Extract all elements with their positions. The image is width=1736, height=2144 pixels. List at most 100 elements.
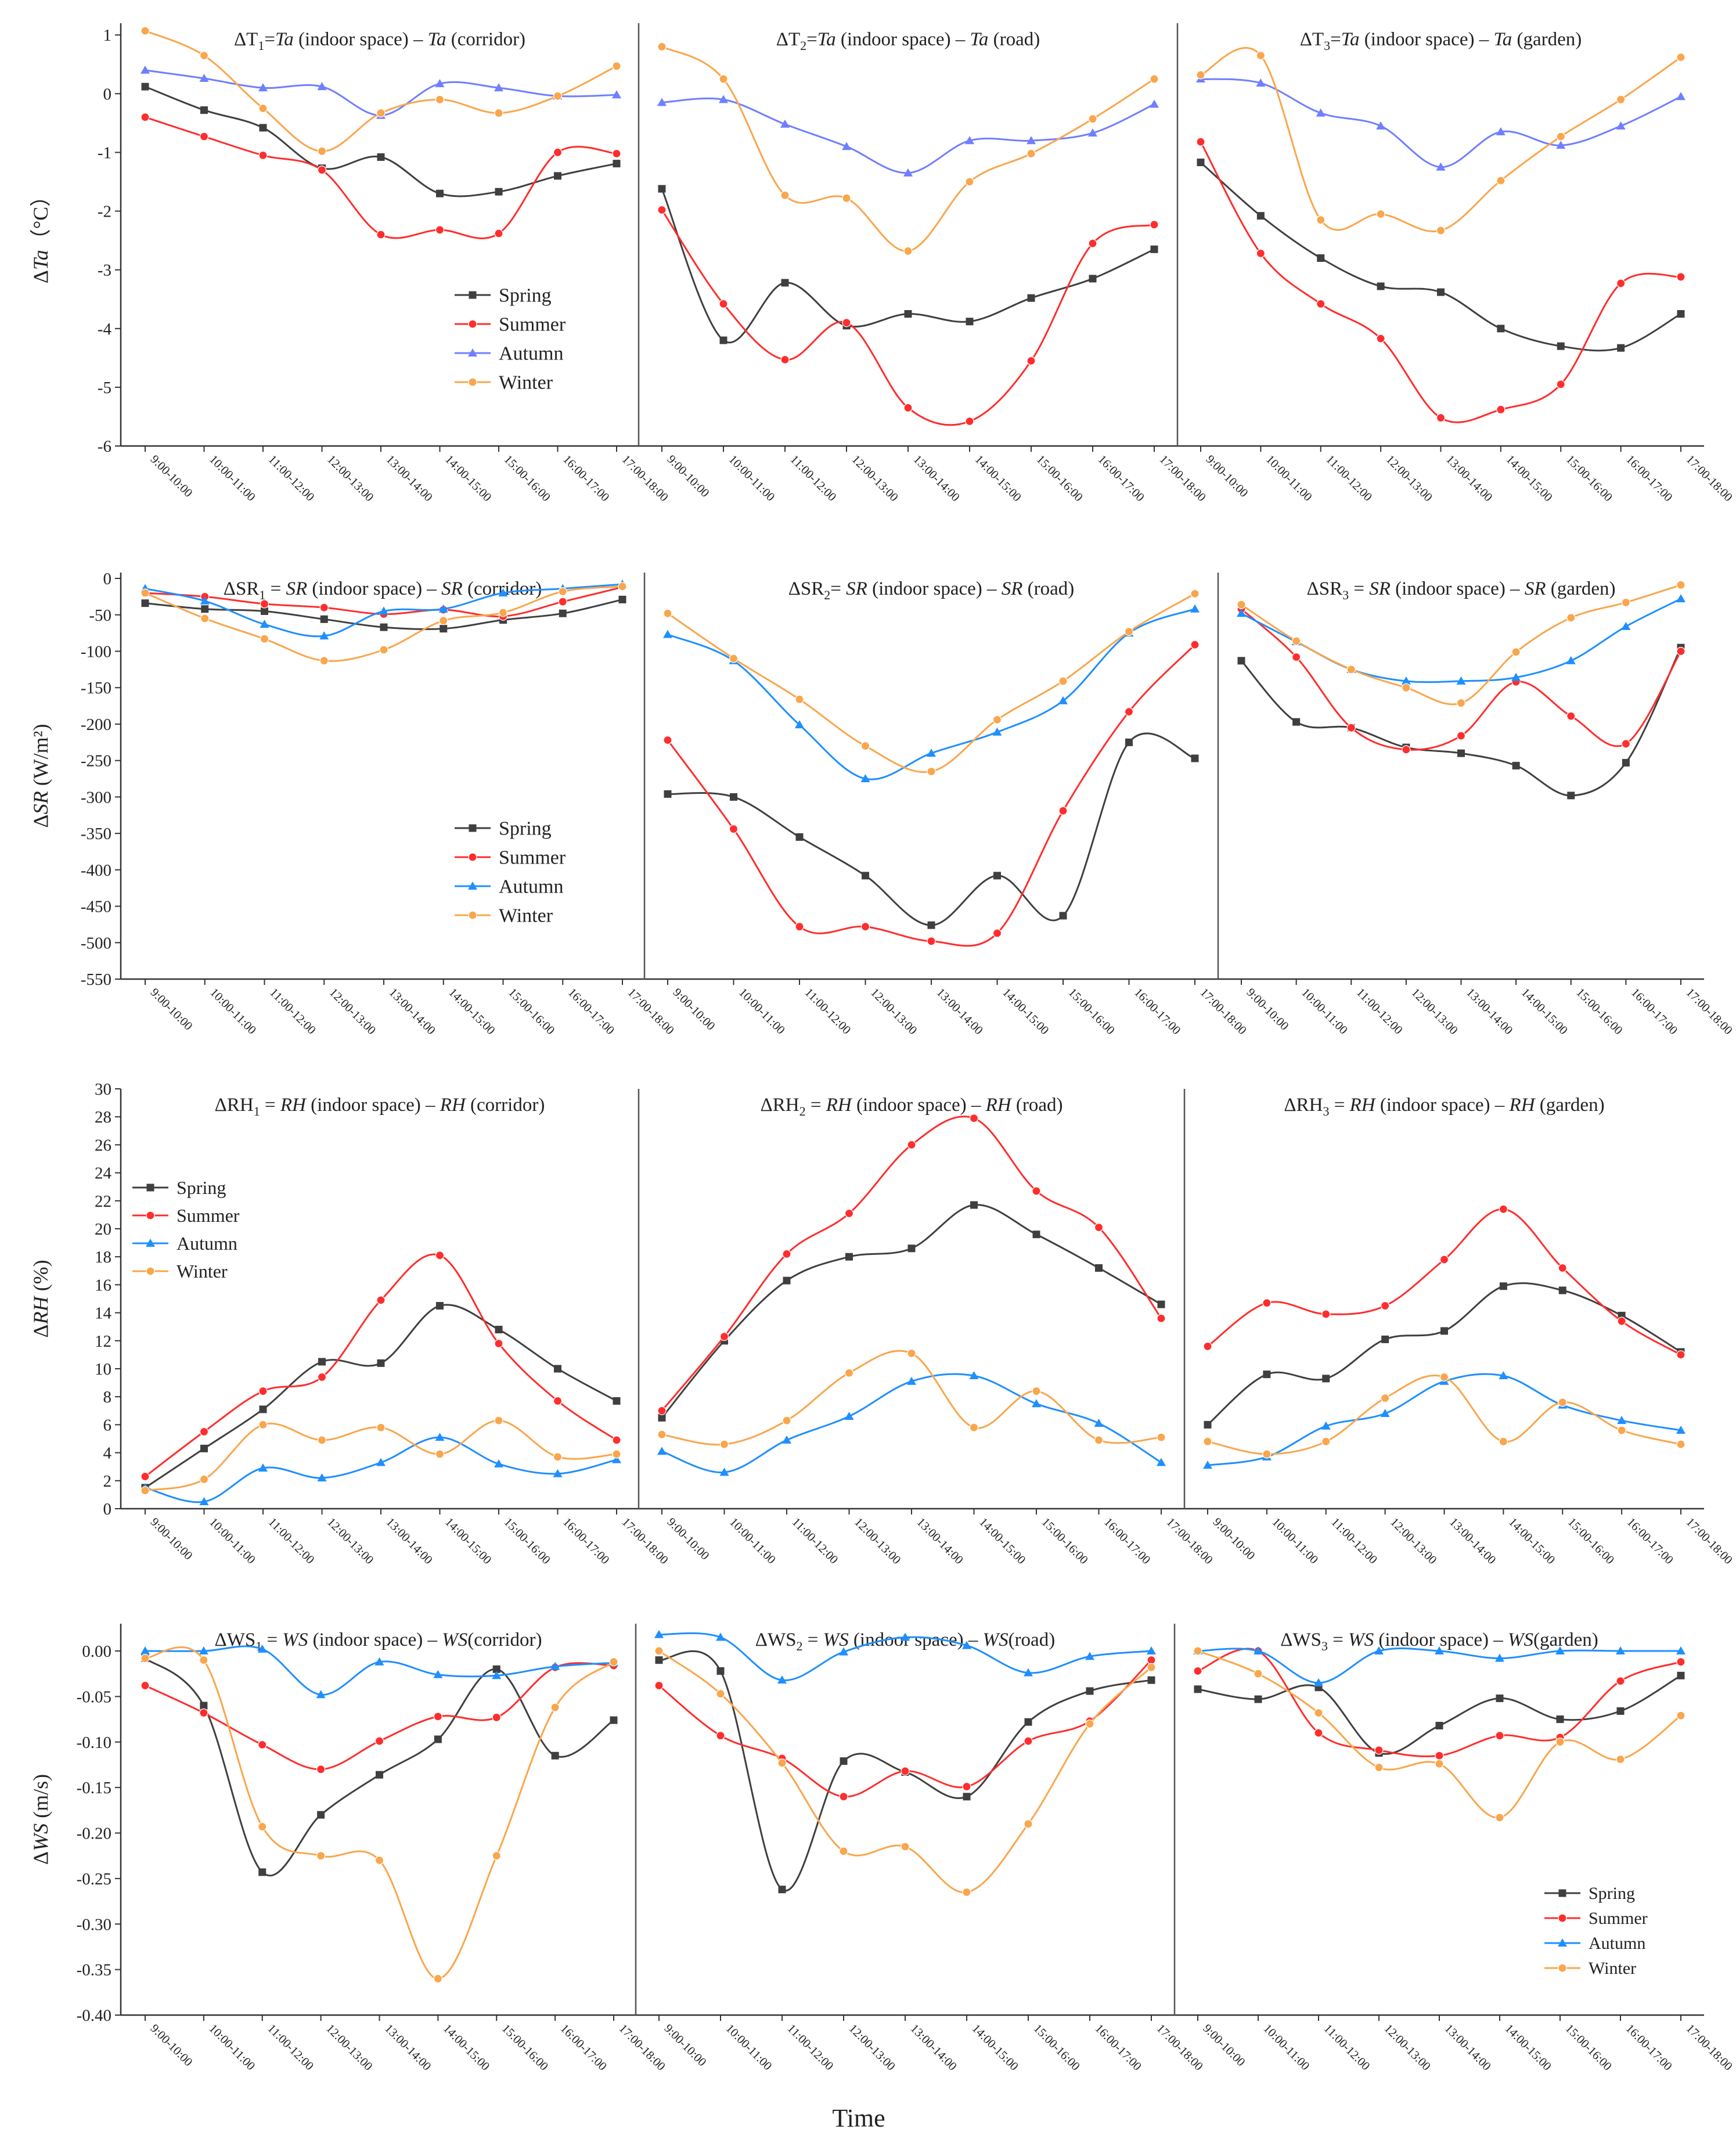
series-line-winter bbox=[1241, 584, 1681, 706]
x-tick-label: 16:00-17:00 bbox=[558, 2021, 610, 2074]
x-tick-label: 10:00-11:00 bbox=[207, 985, 259, 1037]
data-point-winter bbox=[719, 1440, 729, 1449]
legend-marker bbox=[469, 291, 477, 299]
data-point-spring bbox=[1086, 1687, 1094, 1695]
series-line-summer bbox=[667, 644, 1196, 947]
data-point-autumn bbox=[663, 629, 672, 638]
data-point-winter bbox=[907, 1348, 916, 1358]
data-point-summer bbox=[719, 299, 728, 308]
x-tick-label: 11:00-12:00 bbox=[1354, 985, 1406, 1037]
data-point-winter bbox=[317, 146, 327, 156]
x-tick-label: 14:00-15:00 bbox=[446, 985, 498, 1038]
data-point-winter bbox=[1496, 176, 1506, 185]
data-point-summer bbox=[1496, 405, 1506, 414]
x-tick-label: 17:00-18:00 bbox=[625, 985, 677, 1038]
x-tick-label: 12:00-13:00 bbox=[1384, 452, 1436, 505]
legend-item-spring: Spring bbox=[455, 285, 552, 307]
legend-marker bbox=[1558, 1938, 1567, 1947]
data-point-autumn bbox=[1617, 1416, 1627, 1424]
panel-title: ΔWS3 = WS (indoor space) – WS(garden) bbox=[1280, 1629, 1598, 1653]
legend-label: Autumn bbox=[499, 343, 563, 365]
data-point-spring bbox=[907, 1244, 916, 1253]
y-tick-label: -550 bbox=[81, 970, 111, 989]
legend-item-summer: Summer bbox=[1544, 1909, 1648, 1928]
panel-title: ΔT3=Ta (indoor space) – Ta (garden) bbox=[1300, 29, 1582, 53]
y-tick-label: 0.00 bbox=[82, 1642, 111, 1661]
data-point-autumn bbox=[1555, 1646, 1565, 1655]
data-point-autumn bbox=[498, 588, 508, 597]
y-tick-label: 28 bbox=[95, 1108, 111, 1127]
series-winter bbox=[141, 582, 627, 665]
series-winter bbox=[1237, 580, 1685, 708]
data-point-autumn bbox=[1058, 696, 1068, 704]
data-point-autumn bbox=[1380, 1409, 1390, 1418]
x-tick-label: 14:00-15:00 bbox=[977, 1515, 1029, 1567]
series-line-autumn bbox=[661, 98, 1155, 174]
data-point-summer bbox=[376, 230, 386, 239]
data-point-summer bbox=[258, 150, 268, 160]
data-point-autumn bbox=[258, 1463, 268, 1472]
data-point-autumn bbox=[200, 596, 210, 605]
legend-marker bbox=[146, 1267, 155, 1276]
data-point-winter bbox=[1024, 1819, 1033, 1829]
y-tick-label: 0 bbox=[103, 85, 112, 103]
data-point-spring bbox=[1204, 1420, 1212, 1429]
data-point-winter bbox=[553, 1452, 563, 1462]
x-tick-label: 11:00-12:00 bbox=[1321, 2021, 1373, 2073]
data-point-autumn bbox=[780, 119, 790, 128]
data-point-spring bbox=[317, 1811, 325, 1819]
data-point-winter bbox=[1676, 1711, 1685, 1720]
data-point-spring bbox=[1440, 1327, 1448, 1335]
x-tick-label: 17:00-18:00 bbox=[1157, 452, 1209, 505]
x-tick-label: 15:00-16:00 bbox=[501, 452, 553, 505]
series-spring bbox=[141, 1654, 618, 1877]
data-point-spring bbox=[141, 82, 149, 91]
x-tick-label: 13:00-14:00 bbox=[907, 2021, 960, 2074]
x-tick-label: 9:00-10:00 bbox=[1210, 1515, 1258, 1563]
data-point-spring bbox=[1317, 254, 1325, 262]
data-point-autumn bbox=[435, 79, 445, 88]
data-point-winter bbox=[553, 91, 563, 100]
series-line-spring bbox=[1197, 1675, 1681, 1755]
data-point-winter bbox=[1346, 665, 1356, 674]
data-point-spring bbox=[377, 1359, 385, 1367]
legend-item-summer: Summer bbox=[455, 314, 566, 336]
y-tick-label: 1 bbox=[103, 26, 112, 45]
data-point-spring bbox=[610, 1716, 618, 1724]
data-point-winter bbox=[1456, 698, 1466, 708]
data-point-winter bbox=[1676, 53, 1685, 62]
data-point-spring bbox=[716, 1667, 725, 1675]
data-point-autumn bbox=[1150, 99, 1159, 108]
data-point-winter bbox=[1314, 1708, 1323, 1718]
panel-sr-1: ΔSR1 = SR (indoor space) – SR (corridor)… bbox=[141, 578, 677, 1037]
data-point-summer bbox=[435, 1251, 445, 1260]
x-tick-label: 13:00-14:00 bbox=[1442, 2021, 1494, 2074]
data-point-winter bbox=[1616, 95, 1626, 105]
data-point-winter bbox=[719, 74, 728, 84]
x-tick-label: 14:00-15:00 bbox=[1506, 1515, 1558, 1567]
data-point-winter bbox=[1157, 1433, 1166, 1442]
data-point-spring bbox=[658, 1413, 666, 1422]
data-point-winter bbox=[492, 1851, 501, 1861]
data-point-winter bbox=[1617, 1426, 1626, 1435]
x-tick-label: 10:00-11:00 bbox=[207, 452, 258, 504]
data-point-summer bbox=[1495, 1731, 1504, 1740]
data-point-summer bbox=[657, 205, 667, 215]
data-point-autumn bbox=[319, 631, 329, 640]
y-tick-label: -100 bbox=[81, 642, 111, 661]
data-point-spring bbox=[1435, 1722, 1443, 1730]
series-autumn bbox=[1196, 74, 1685, 171]
data-point-winter bbox=[1147, 1663, 1156, 1672]
data-point-summer bbox=[258, 1386, 268, 1396]
panel-ws-1: ΔWS1 = WS (indoor space) – WS(corridor) 9… bbox=[141, 1629, 668, 2073]
x-tick-label: 10:00-11:00 bbox=[1263, 452, 1315, 504]
data-point-summer bbox=[657, 1406, 667, 1415]
data-point-summer bbox=[199, 132, 209, 141]
data-point-spring bbox=[783, 1276, 791, 1285]
series-spring bbox=[1194, 1671, 1685, 1757]
legend-label: Spring bbox=[1589, 1884, 1635, 1903]
y-tick-label: -6 bbox=[98, 437, 111, 456]
data-point-spring bbox=[1556, 1715, 1564, 1724]
data-point-winter bbox=[550, 1703, 560, 1712]
